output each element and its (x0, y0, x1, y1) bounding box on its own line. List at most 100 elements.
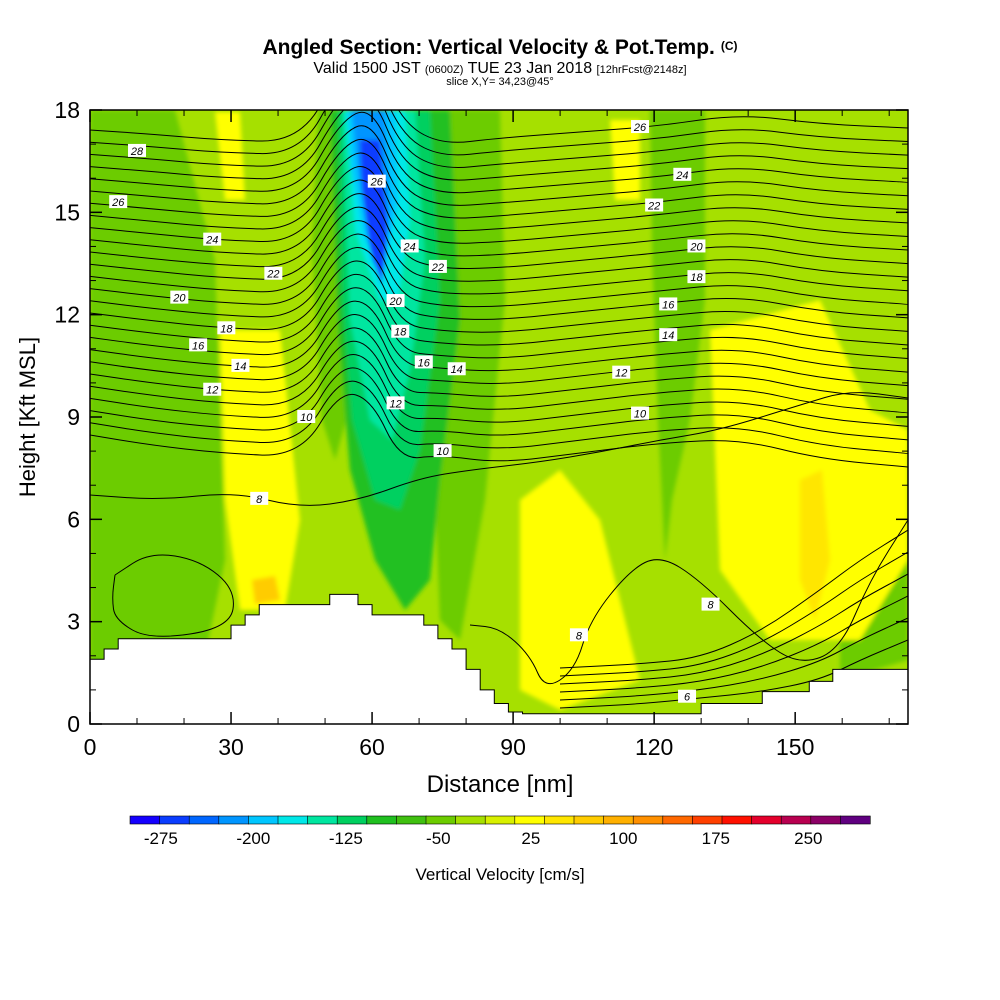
contour-label-text: 16 (192, 340, 205, 352)
theta-contour-label: 16 (659, 297, 678, 311)
theta-contour-label: 14 (231, 358, 250, 373)
downdraft-band-lower-right (840, 560, 908, 680)
contour-label-text: 14 (234, 361, 246, 373)
theta-contour-label: 8 (569, 628, 588, 642)
colorbar-swatch (188, 815, 220, 825)
theta-contour-label: 10 (433, 444, 452, 458)
theta-contour-label: 16 (414, 355, 433, 369)
colorbar-swatch (603, 815, 634, 825)
colorbar-label: Vertical Velocity [cm/s] (415, 865, 584, 884)
contour-label-box (109, 195, 128, 209)
contour-label-text: 10 (436, 446, 449, 458)
theta-contour-label: 20 (170, 290, 189, 305)
contour-label-box (128, 143, 147, 157)
x-axis-label: Distance [nm] (427, 771, 574, 798)
x-tick-label: 120 (635, 734, 673, 760)
contour-label-box (612, 365, 631, 379)
theta-contour-label: 28 (128, 143, 147, 158)
contour-label-text: 12 (206, 385, 218, 397)
theta-contour-line (90, 340, 908, 414)
contour-label-text: 8 (256, 494, 263, 506)
x-tick-label: 60 (359, 734, 385, 760)
updraft-core (800, 470, 830, 620)
colorbar-tick-label: -50 (426, 829, 451, 848)
theta-contour-line (90, 393, 908, 468)
contour-label-text: 8 (707, 600, 714, 612)
contour-label-text: 12 (615, 368, 627, 380)
theta-contour-line (559, 639, 908, 709)
theta-contour-label: 14 (447, 362, 466, 376)
contour-label-box (400, 239, 419, 253)
downdraft-band-left (90, 110, 225, 680)
x-tick-label: 90 (500, 734, 526, 760)
colorbar-swatch (218, 815, 250, 825)
colorbar-tick-label: -200 (236, 829, 270, 848)
contour-label-box (678, 689, 697, 703)
contour-label-box (189, 338, 208, 352)
theta-contour-line (90, 380, 908, 454)
contour-label-box (170, 290, 189, 304)
contour-label-box (433, 444, 452, 458)
contour-label-text: 20 (689, 241, 703, 253)
theta-contour-label: 12 (386, 396, 405, 410)
colorbar-swatch (366, 815, 397, 825)
x-tick-label: 0 (84, 734, 97, 760)
contour-label-text: 6 (684, 692, 691, 704)
colorbar-swatch (455, 815, 486, 825)
theta-contour-label: 20 (386, 294, 405, 308)
contour-label-box (203, 382, 222, 396)
updraft-left (220, 330, 300, 610)
theta-contour-line (559, 551, 908, 677)
theta-contour-line (559, 529, 908, 669)
theta-contour-label: 10 (297, 410, 316, 424)
theta-contour-line (90, 260, 908, 333)
theta-contour-line (90, 354, 908, 427)
y-tick-label: 6 (67, 506, 80, 532)
contour-label-box (414, 355, 433, 369)
colorbar-tick-label: 250 (794, 829, 822, 848)
colorbar-swatch (514, 815, 545, 825)
contour-label-box (264, 266, 283, 280)
contour-label-box (687, 270, 706, 284)
theta-contour-line (90, 179, 908, 257)
theta-contour-line (90, 273, 908, 346)
theta-contour-line (90, 233, 908, 308)
theta-contour-line (90, 206, 908, 282)
updraft-mid (520, 470, 640, 710)
contour-label-box (250, 491, 269, 505)
colorbar-swatch (721, 815, 753, 825)
theta-contour-line (90, 138, 908, 219)
contour-label-box (428, 259, 447, 273)
colorbar-tick-label: 175 (702, 829, 730, 848)
colorbar-swatch (307, 815, 338, 825)
theta-contour-label: 18 (391, 324, 410, 339)
colorbar-swatch (840, 815, 871, 825)
colorbar-swatch (396, 815, 427, 825)
theta-contour-line (559, 595, 908, 693)
theta-contour-line (559, 573, 908, 685)
contour-label-text: 22 (431, 262, 444, 274)
colorbar-swatch (336, 815, 368, 825)
theta-contour-label: 22 (645, 198, 664, 213)
theta-contour-label: 22 (264, 266, 283, 281)
colorbar-tick-label: 25 (521, 829, 540, 848)
slice-label: slice X,Y= 34,23@45° (446, 76, 554, 88)
theta-contour-labels: 28 26 24 22 20 18 16 14 12 10 8 26 24 22 20 18 16 14 12 10 2… (109, 120, 720, 704)
contour-label-text: 28 (130, 146, 144, 158)
theta-contour-label: 16 (189, 338, 208, 352)
theta-contour-line (90, 193, 908, 270)
colorbar-swatch (484, 815, 516, 825)
contour-label-text: 18 (394, 327, 407, 339)
theta-contour-label: 26 (631, 120, 650, 134)
colorbar-swatch (159, 815, 190, 825)
contour-label-box (367, 174, 386, 188)
contour-label-box (386, 294, 405, 308)
theta-contour-label: 24 (673, 167, 692, 182)
theta-contour-line (90, 110, 908, 168)
theta-contour-line (90, 314, 908, 387)
colorbar-swatch (780, 815, 812, 825)
theta-contour-label: 26 (367, 174, 386, 189)
axes: 0 30 60 90 120 150 0 3 6 9 12 15 18 (54, 97, 908, 760)
theta-contour-label: 18 (687, 270, 706, 284)
contour-label-text: 16 (418, 357, 431, 369)
